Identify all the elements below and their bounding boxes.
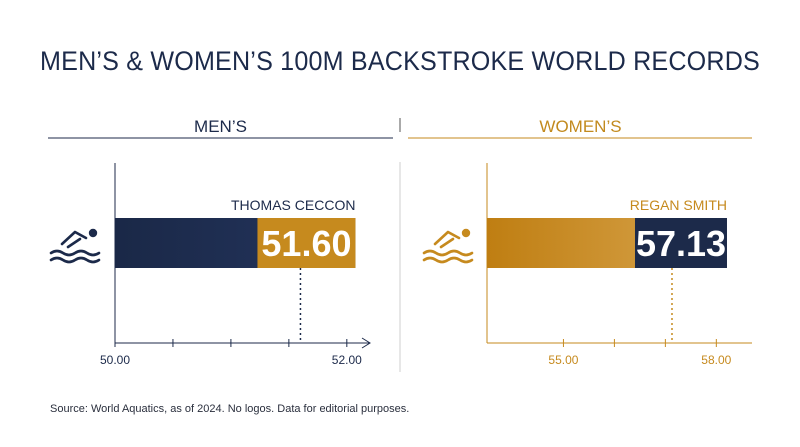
swimmer-icon	[422, 228, 474, 264]
men-panel-title: MEN’S	[194, 117, 247, 136]
men-tick-label: 50.00	[100, 353, 130, 367]
men-value-label: 51.60	[261, 223, 351, 264]
women-panel-title: WOMEN’S	[539, 117, 622, 136]
women-holder-label: REGAN SMITH	[630, 197, 727, 213]
men-axis-arrow	[361, 337, 371, 349]
women-tick-label: 58.00	[701, 353, 731, 367]
women-panel: 57.13 REGAN SMITH 55.00 58.00	[486, 163, 752, 367]
men-panel: 51.60 THOMAS CECCON 50.00 52.00	[100, 163, 371, 367]
women-value-label: 57.13	[636, 223, 726, 264]
swimmer-icon	[49, 228, 101, 264]
men-tick-label: 52.00	[332, 353, 362, 367]
men-ticks: 50.00 52.00	[100, 339, 362, 367]
chart-title: MEN’S & WOMEN’S 100M BACKSTROKE WORLD RE…	[40, 46, 760, 76]
men-value-box	[257, 218, 356, 268]
women-ticks: 55.00 58.00	[548, 339, 732, 367]
women-tick-label: 55.00	[548, 353, 578, 367]
source-note: Source: World Aquatics, as of 2024. No l…	[50, 403, 410, 415]
men-holder-label: THOMAS CECCON	[231, 197, 355, 213]
women-value-box	[634, 218, 727, 268]
